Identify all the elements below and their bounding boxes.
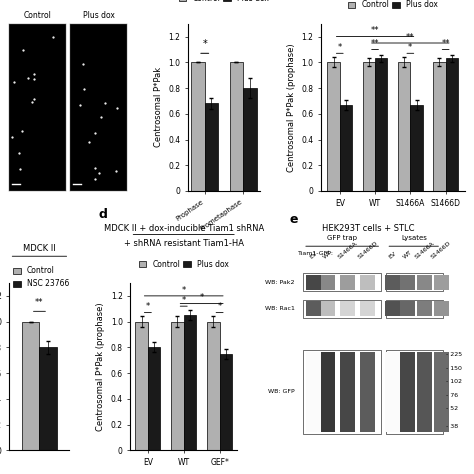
Bar xyxy=(363,62,375,191)
Bar xyxy=(375,58,387,191)
Bar xyxy=(148,347,160,450)
FancyBboxPatch shape xyxy=(320,301,336,317)
Text: *: * xyxy=(408,43,412,52)
Text: - 150: - 150 xyxy=(446,366,462,371)
Text: S1466D: S1466D xyxy=(430,240,452,260)
Text: EV: EV xyxy=(388,251,398,260)
Text: **: ** xyxy=(406,33,415,42)
Text: HEK293T cells + STLC: HEK293T cells + STLC xyxy=(322,224,414,233)
Y-axis label: Centrosomal P*Pak (prophase): Centrosomal P*Pak (prophase) xyxy=(96,302,105,431)
FancyBboxPatch shape xyxy=(340,352,356,432)
FancyBboxPatch shape xyxy=(417,352,432,432)
Text: d: d xyxy=(99,208,108,221)
Text: WB: GFP: WB: GFP xyxy=(268,389,295,394)
Bar xyxy=(207,322,219,450)
Bar xyxy=(230,62,243,191)
Legend: Control, Plus dox: Control, Plus dox xyxy=(136,257,232,272)
Bar xyxy=(39,347,57,450)
Bar xyxy=(328,62,340,191)
Bar xyxy=(219,354,232,450)
Text: *: * xyxy=(146,302,150,311)
Text: + shRNA resistant Tiam1-HA: + shRNA resistant Tiam1-HA xyxy=(124,239,244,248)
Text: Control: Control xyxy=(24,11,52,20)
Text: MDCK II + dox-inducible Tiam1 shRNA: MDCK II + dox-inducible Tiam1 shRNA xyxy=(104,224,264,233)
Bar xyxy=(243,88,256,191)
Text: WT: WT xyxy=(323,249,333,260)
FancyBboxPatch shape xyxy=(385,301,401,317)
Bar xyxy=(340,105,352,191)
Text: - 225: - 225 xyxy=(446,353,462,357)
FancyBboxPatch shape xyxy=(306,301,320,317)
FancyBboxPatch shape xyxy=(434,352,449,432)
FancyBboxPatch shape xyxy=(401,274,415,290)
Bar xyxy=(410,105,423,191)
Text: WB: Rac1: WB: Rac1 xyxy=(265,306,295,311)
FancyBboxPatch shape xyxy=(385,352,401,432)
Text: S1466A: S1466A xyxy=(414,240,435,260)
FancyBboxPatch shape xyxy=(320,274,336,290)
Text: WB: Pak2: WB: Pak2 xyxy=(265,280,295,285)
FancyBboxPatch shape xyxy=(340,274,356,290)
Text: **: ** xyxy=(371,39,379,48)
FancyBboxPatch shape xyxy=(303,273,381,292)
FancyBboxPatch shape xyxy=(303,350,381,434)
Text: *: * xyxy=(202,39,207,49)
Text: e: e xyxy=(290,213,298,226)
Legend: Control, Plus dox: Control, Plus dox xyxy=(176,0,272,6)
FancyBboxPatch shape xyxy=(360,352,375,432)
FancyBboxPatch shape xyxy=(340,301,356,317)
Bar xyxy=(191,62,205,191)
Text: Tiam1-GFP:: Tiam1-GFP: xyxy=(298,251,334,256)
Text: - 52: - 52 xyxy=(446,406,458,411)
Text: S1466A: S1466A xyxy=(337,240,359,260)
Text: WT: WT xyxy=(402,249,413,260)
Text: *: * xyxy=(182,286,186,294)
Legend: Control, NSC 23766: Control, NSC 23766 xyxy=(10,264,73,292)
Text: *: * xyxy=(200,293,204,302)
FancyBboxPatch shape xyxy=(386,300,443,318)
Legend: Control, Plus dox: Control, Plus dox xyxy=(345,0,441,12)
FancyBboxPatch shape xyxy=(417,301,432,317)
Text: *: * xyxy=(337,43,342,52)
Text: - 76: - 76 xyxy=(446,392,458,398)
FancyBboxPatch shape xyxy=(306,352,320,432)
Text: GFP trap: GFP trap xyxy=(327,235,357,241)
Text: S1466D: S1466D xyxy=(357,240,379,260)
Bar xyxy=(433,62,446,191)
Text: **: ** xyxy=(35,299,44,308)
FancyBboxPatch shape xyxy=(401,301,415,317)
FancyBboxPatch shape xyxy=(434,301,449,317)
Text: - 38: - 38 xyxy=(446,424,458,429)
FancyBboxPatch shape xyxy=(303,300,381,318)
FancyBboxPatch shape xyxy=(417,274,432,290)
Text: EV: EV xyxy=(308,251,318,260)
Text: Lysates: Lysates xyxy=(401,235,428,241)
FancyBboxPatch shape xyxy=(320,352,336,432)
Bar xyxy=(135,322,148,450)
Y-axis label: Centrosomal P*Pak: Centrosomal P*Pak xyxy=(154,67,163,147)
FancyBboxPatch shape xyxy=(386,350,443,434)
FancyBboxPatch shape xyxy=(306,274,320,290)
FancyBboxPatch shape xyxy=(401,352,415,432)
FancyBboxPatch shape xyxy=(386,273,443,292)
Text: **: ** xyxy=(371,26,379,35)
Text: - 102: - 102 xyxy=(446,379,462,384)
Bar xyxy=(205,103,218,191)
FancyBboxPatch shape xyxy=(385,274,401,290)
Text: *: * xyxy=(218,302,222,311)
Text: **: ** xyxy=(441,39,450,48)
Text: *: * xyxy=(182,296,186,305)
Text: Plus dox: Plus dox xyxy=(83,11,115,20)
Bar xyxy=(184,315,196,450)
Bar xyxy=(446,58,458,191)
Bar xyxy=(22,322,39,450)
Bar xyxy=(398,62,410,191)
Text: MDCK II: MDCK II xyxy=(23,244,56,253)
Bar xyxy=(171,322,184,450)
FancyBboxPatch shape xyxy=(434,274,449,290)
Y-axis label: Centrosomal P*Pak (prophase): Centrosomal P*Pak (prophase) xyxy=(287,43,296,172)
FancyBboxPatch shape xyxy=(360,274,375,290)
FancyBboxPatch shape xyxy=(360,301,375,317)
